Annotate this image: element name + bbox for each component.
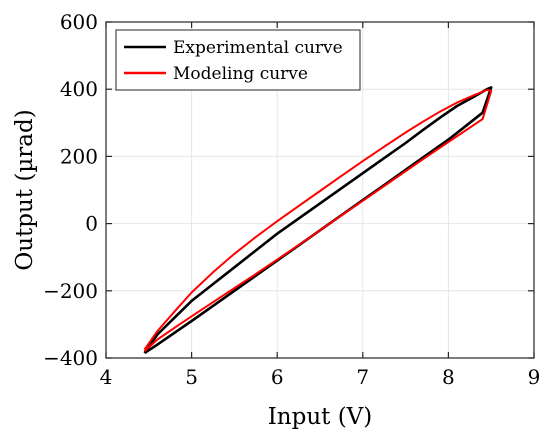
y-tick-label: 400	[60, 77, 98, 101]
series-lines	[143, 86, 493, 355]
x-tick-label: 4	[100, 365, 113, 389]
y-tick-label: −200	[43, 279, 98, 303]
y-tick-label: 200	[60, 144, 98, 168]
series-experimental-curve	[143, 86, 493, 355]
y-tick-label: −400	[43, 346, 98, 370]
y-tick-label: 600	[60, 10, 98, 34]
y-tick-label: 0	[85, 212, 98, 236]
legend-box	[115, 29, 361, 91]
legend-label-experimental: Experimental curve	[173, 38, 343, 58]
x-tick-label: 7	[356, 365, 369, 389]
plot-frame	[105, 21, 535, 359]
series-modeling-curve	[143, 88, 493, 353]
x-tick-label: 5	[185, 365, 198, 389]
x-tick-label: 6	[271, 365, 284, 389]
x-tick-label: 9	[528, 365, 541, 389]
legend: Experimental curve Modeling curve	[115, 29, 361, 91]
axis-ticks: 4 5 6 7 8 9 −400 −200 0 200 400 600	[43, 10, 540, 389]
y-axis-title: Output (µrad)	[12, 109, 38, 270]
x-axis-title: Input (V)	[268, 404, 373, 430]
x-tick-label: 8	[442, 365, 455, 389]
legend-label-modeling: Modeling curve	[173, 64, 308, 84]
